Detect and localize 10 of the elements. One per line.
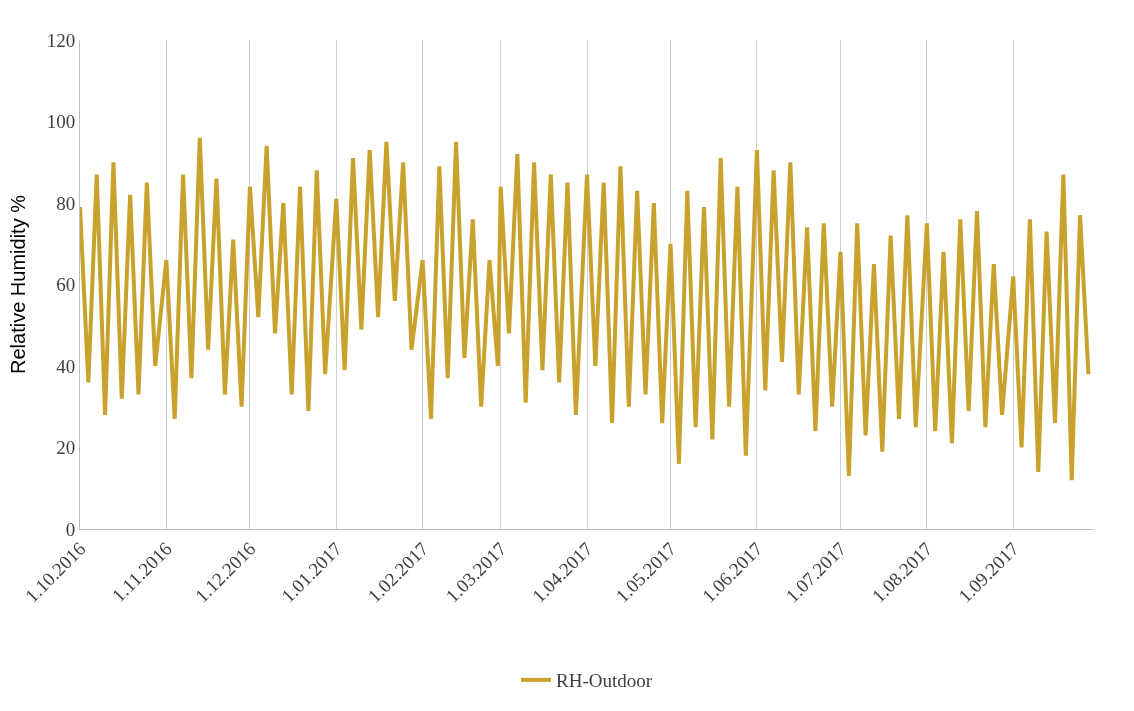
y-tick-label: 80 [56, 192, 76, 214]
y-tick-label: 60 [56, 274, 76, 296]
y-tick-label: 120 [46, 29, 76, 51]
y-tick-label: 20 [56, 437, 76, 459]
line-series [80, 135, 1091, 483]
y-axis-title: Relative Humidity % [7, 194, 30, 374]
legend-label: RH-Outdoor [556, 670, 653, 692]
y-tick-label: 40 [56, 355, 76, 377]
y-tick-label: 0 [65, 518, 76, 540]
y-tick-label: 100 [46, 111, 76, 133]
